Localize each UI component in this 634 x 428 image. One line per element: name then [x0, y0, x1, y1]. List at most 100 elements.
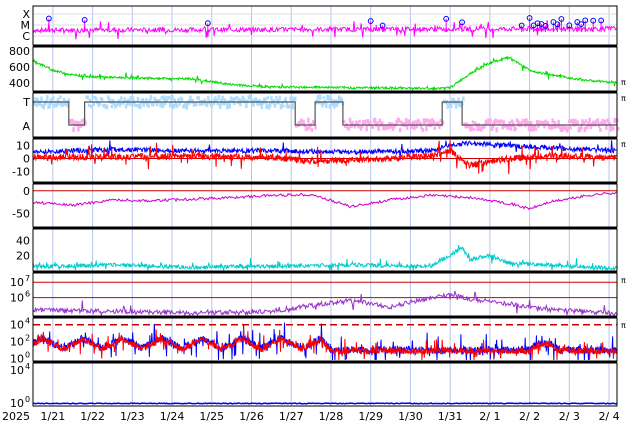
sector-line — [33, 101, 617, 126]
sector-point — [366, 119, 370, 124]
sector-point — [226, 104, 229, 110]
sector-point — [207, 95, 210, 101]
sector-point — [347, 126, 351, 131]
bz-line — [32, 139, 617, 175]
y-tick-label: 0 — [23, 153, 30, 166]
sector-point — [501, 124, 504, 130]
sector-point — [578, 126, 582, 132]
sector-point — [617, 127, 620, 131]
flare-marker — [558, 16, 565, 22]
blue-flux-line — [32, 322, 618, 361]
sector-point — [510, 119, 514, 124]
x-tick-label: 1/30 — [398, 410, 423, 423]
red-flux-line — [32, 327, 618, 361]
sector-point — [173, 98, 177, 103]
y-tick-label: 10 — [10, 397, 24, 410]
sector-point — [594, 121, 597, 127]
sector-point — [406, 124, 409, 130]
sector-point — [376, 121, 379, 126]
sector-point — [371, 125, 374, 129]
sector-point — [566, 126, 570, 130]
sector-point — [216, 101, 219, 106]
sector-point — [124, 104, 128, 109]
sector-point — [356, 121, 359, 126]
sector-point — [288, 104, 291, 109]
sector-point — [245, 103, 248, 109]
sector-point — [290, 95, 293, 101]
flare-marker — [204, 20, 211, 27]
sector-point — [154, 98, 158, 104]
sector-point — [514, 127, 517, 131]
sector-point — [397, 118, 401, 123]
sector-point — [414, 120, 417, 124]
sector-point — [71, 118, 74, 125]
sector-point — [265, 102, 268, 109]
sector-point — [522, 119, 526, 124]
sector-point — [106, 95, 110, 100]
sector-point — [33, 99, 36, 106]
sector-point — [259, 100, 262, 106]
sector-point — [147, 103, 150, 108]
sector-point — [483, 123, 486, 128]
y-tick-label: M — [21, 19, 31, 32]
sector-point — [327, 95, 330, 101]
y-tick-label: -50 — [12, 207, 30, 220]
sector-point — [530, 121, 533, 127]
bt-line — [33, 140, 617, 161]
y-tick-label: 400 — [9, 77, 30, 90]
sector-point — [310, 128, 314, 132]
sector-point — [77, 126, 80, 132]
sector-point — [210, 103, 214, 108]
sector-point — [568, 119, 571, 123]
sector-point — [257, 103, 260, 107]
sector-point — [185, 104, 189, 110]
sector-point — [105, 104, 109, 110]
sector-point — [335, 103, 339, 108]
sector-point — [423, 118, 427, 125]
sector-point — [476, 125, 479, 132]
sector-point — [333, 103, 336, 109]
flare-marker — [367, 18, 374, 24]
x-tick-label: 1/27 — [279, 410, 304, 423]
sector-point — [294, 96, 297, 101]
sector-point — [177, 98, 180, 103]
sector-point — [129, 96, 132, 102]
y-tick-label: T — [22, 96, 30, 109]
sector-point — [235, 96, 239, 100]
sector-point — [95, 97, 98, 101]
sector-point — [117, 99, 121, 103]
data-layer — [32, 15, 620, 405]
sector-point — [79, 123, 82, 128]
sector-point — [136, 97, 140, 103]
sector-point — [35, 103, 38, 107]
sector-point — [470, 125, 473, 131]
sector-point — [284, 97, 287, 103]
y-tick-exponent: 0 — [25, 350, 30, 359]
sector-point — [457, 97, 460, 104]
sector-point — [353, 125, 357, 129]
sector-point — [546, 121, 550, 125]
panel-frames — [32, 5, 618, 407]
sector-point — [184, 101, 187, 105]
sector-point — [556, 124, 559, 128]
sector-point — [378, 118, 382, 123]
sector-point — [569, 125, 572, 130]
x-tick-label: 1/26 — [239, 410, 264, 423]
y-tick-label: 40 — [16, 234, 30, 247]
sector-point — [158, 99, 161, 103]
sector-point — [364, 119, 367, 124]
sector-point — [34, 97, 37, 103]
sector-point — [197, 96, 200, 100]
sector-point — [439, 118, 442, 123]
flare-marker — [443, 15, 450, 22]
sector-point — [214, 96, 217, 100]
x-tick-label: 1/23 — [120, 410, 145, 423]
sector-point — [421, 128, 424, 132]
flare-marker — [459, 19, 465, 26]
sector-point — [238, 97, 241, 103]
sector-point — [218, 103, 222, 109]
sector-point — [495, 127, 498, 133]
sector-point — [215, 98, 218, 103]
y-tick-label: C — [22, 30, 30, 43]
sector-point — [239, 101, 242, 107]
